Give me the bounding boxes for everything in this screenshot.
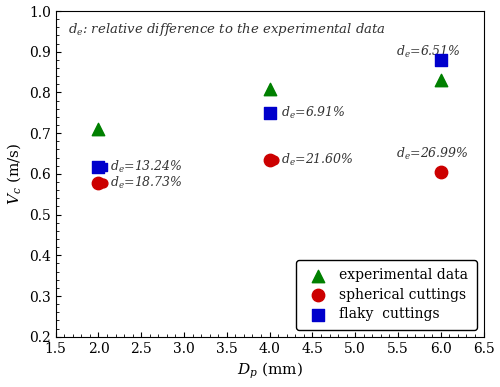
experimental data <box>94 126 102 132</box>
experimental data <box>437 77 445 83</box>
X-axis label: $D_p$ (mm): $D_p$ (mm) <box>236 361 302 382</box>
Point <box>98 163 106 170</box>
Text: $d_e$=13.24%: $d_e$=13.24% <box>110 159 182 175</box>
Point <box>98 180 106 186</box>
Point <box>270 157 278 163</box>
flaky  cuttings <box>266 110 274 116</box>
Text: $d_e$: relative difference to the experimental data: $d_e$: relative difference to the experi… <box>68 21 386 38</box>
Text: $d_e$=6.51%: $d_e$=6.51% <box>396 44 461 60</box>
flaky  cuttings <box>437 57 445 63</box>
Text: $d_e$=26.99%: $d_e$=26.99% <box>396 146 469 163</box>
Text: $d_e$=6.91%: $d_e$=6.91% <box>280 105 345 121</box>
spherical cuttings <box>437 169 445 175</box>
Text: $d_e$=21.60%: $d_e$=21.60% <box>280 152 353 168</box>
spherical cuttings <box>266 157 274 163</box>
flaky  cuttings <box>94 163 102 170</box>
Legend: experimental data, spherical cuttings, flaky  cuttings: experimental data, spherical cuttings, f… <box>296 260 476 330</box>
Y-axis label: $V_c$ (m/s): $V_c$ (m/s) <box>6 143 24 205</box>
experimental data <box>266 86 274 92</box>
spherical cuttings <box>94 180 102 186</box>
Text: $d_e$=18.73%: $d_e$=18.73% <box>110 175 182 191</box>
